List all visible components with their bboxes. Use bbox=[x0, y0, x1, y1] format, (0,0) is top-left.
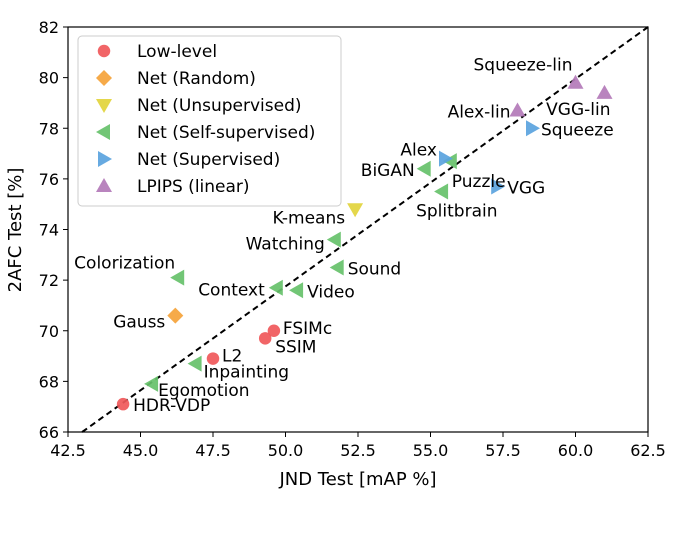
point-label-bigan: BiGAN bbox=[361, 161, 415, 181]
point-label-egomotion: Egomotion bbox=[158, 381, 249, 401]
point-bigan bbox=[416, 160, 431, 177]
y-tick-label: 72 bbox=[39, 271, 59, 290]
point-k-means bbox=[347, 203, 364, 218]
point-watching bbox=[326, 231, 341, 248]
legend-label-low-level: Low-level bbox=[137, 42, 217, 62]
legend-marker-lpips-linear bbox=[96, 178, 112, 192]
y-tick-label: 66 bbox=[39, 423, 59, 442]
legend-box bbox=[77, 35, 342, 207]
y-tick-label: 78 bbox=[39, 119, 59, 138]
legend-label-net-unsupervised: Net (Unsupervised) bbox=[137, 96, 302, 116]
x-tick-label: 45.0 bbox=[123, 441, 159, 460]
point-vgg bbox=[491, 178, 506, 195]
legend-marker-net-unsupervised bbox=[96, 99, 112, 113]
x-tick-label: 57.5 bbox=[485, 441, 521, 460]
point-ssim bbox=[258, 332, 272, 345]
point-puzzle bbox=[442, 153, 457, 170]
point-label-squeeze-lin: Squeeze-lin bbox=[473, 56, 572, 76]
y-tick-label: 80 bbox=[39, 69, 59, 88]
x-tick-label: 42.5 bbox=[50, 441, 86, 460]
point-video bbox=[289, 282, 304, 299]
point-alex bbox=[439, 150, 453, 167]
legend-label-net-random: Net (Random) bbox=[137, 69, 256, 89]
point-squeeze-lin bbox=[567, 74, 584, 89]
point-hdr-vdp bbox=[116, 397, 130, 411]
y-tick-label: 76 bbox=[39, 170, 59, 189]
reference-diagonal-line bbox=[81, 26, 649, 433]
point-label-alex: Alex bbox=[400, 141, 437, 161]
point-colorization bbox=[170, 269, 185, 286]
legend-marker-net-supervised bbox=[98, 151, 112, 167]
point-label-hdr-vdp: HDR-VDP bbox=[133, 396, 210, 416]
point-label-puzzle: Puzzle bbox=[452, 172, 506, 192]
legend-marker-net-self-supervised bbox=[96, 124, 110, 140]
x-tick-label: 47.5 bbox=[195, 441, 231, 460]
point-label-fsimc: FSIMc bbox=[283, 319, 332, 339]
point-label-k-means: K-means bbox=[273, 208, 346, 228]
x-tick-label: 55.0 bbox=[413, 441, 449, 460]
legend-marker-low-level bbox=[97, 44, 111, 58]
point-inpainting bbox=[187, 355, 202, 372]
point-label-colorization: Colorization bbox=[74, 254, 175, 274]
point-fsimc bbox=[267, 324, 281, 337]
point-label-squeeze: Squeeze bbox=[541, 120, 614, 140]
y-axis-title: 2AFC Test [%] bbox=[5, 168, 26, 293]
point-sound bbox=[329, 259, 344, 276]
point-label-l2: L2 bbox=[222, 347, 242, 367]
point-label-vgg: VGG bbox=[507, 178, 545, 198]
point-label-alex-lin: Alex-lin bbox=[448, 103, 511, 123]
point-context bbox=[268, 279, 283, 296]
x-axis-title: JND Test [mAP %] bbox=[278, 469, 436, 490]
x-tick-label: 52.5 bbox=[340, 441, 376, 460]
point-label-video: Video bbox=[307, 282, 355, 302]
y-tick-label: 70 bbox=[39, 322, 59, 341]
point-label-context: Context bbox=[198, 281, 265, 301]
point-alex-lin bbox=[509, 102, 526, 117]
point-egomotion bbox=[144, 375, 159, 392]
x-tick-label: 62.5 bbox=[630, 441, 666, 460]
legend-marker-net-random bbox=[96, 70, 112, 86]
point-label-vgg-lin: VGG-lin bbox=[546, 100, 610, 120]
point-splitbrain bbox=[434, 183, 449, 200]
point-label-inpainting: Inpainting bbox=[204, 363, 289, 383]
point-label-gauss: Gauss bbox=[113, 313, 165, 333]
x-tick-label: 50.0 bbox=[268, 441, 304, 460]
y-tick-label: 82 bbox=[39, 18, 59, 37]
point-label-sound: Sound bbox=[348, 259, 402, 279]
point-label-splitbrain: Splitbrain bbox=[416, 202, 497, 222]
point-vgg-lin bbox=[596, 84, 613, 99]
legend-label-lpips-linear: LPIPS (linear) bbox=[137, 177, 250, 197]
point-l2 bbox=[206, 352, 220, 365]
legend-label-net-self-supervised: Net (Self-supervised) bbox=[137, 123, 315, 143]
y-tick-label: 68 bbox=[39, 372, 59, 391]
point-squeeze bbox=[526, 120, 540, 137]
point-label-ssim: SSIM bbox=[275, 337, 316, 357]
x-tick-label: 60.0 bbox=[558, 441, 594, 460]
point-gauss bbox=[167, 307, 184, 324]
y-tick-label: 74 bbox=[39, 221, 59, 240]
legend-label-net-supervised: Net (Supervised) bbox=[137, 150, 280, 170]
point-label-watching: Watching bbox=[246, 235, 325, 255]
